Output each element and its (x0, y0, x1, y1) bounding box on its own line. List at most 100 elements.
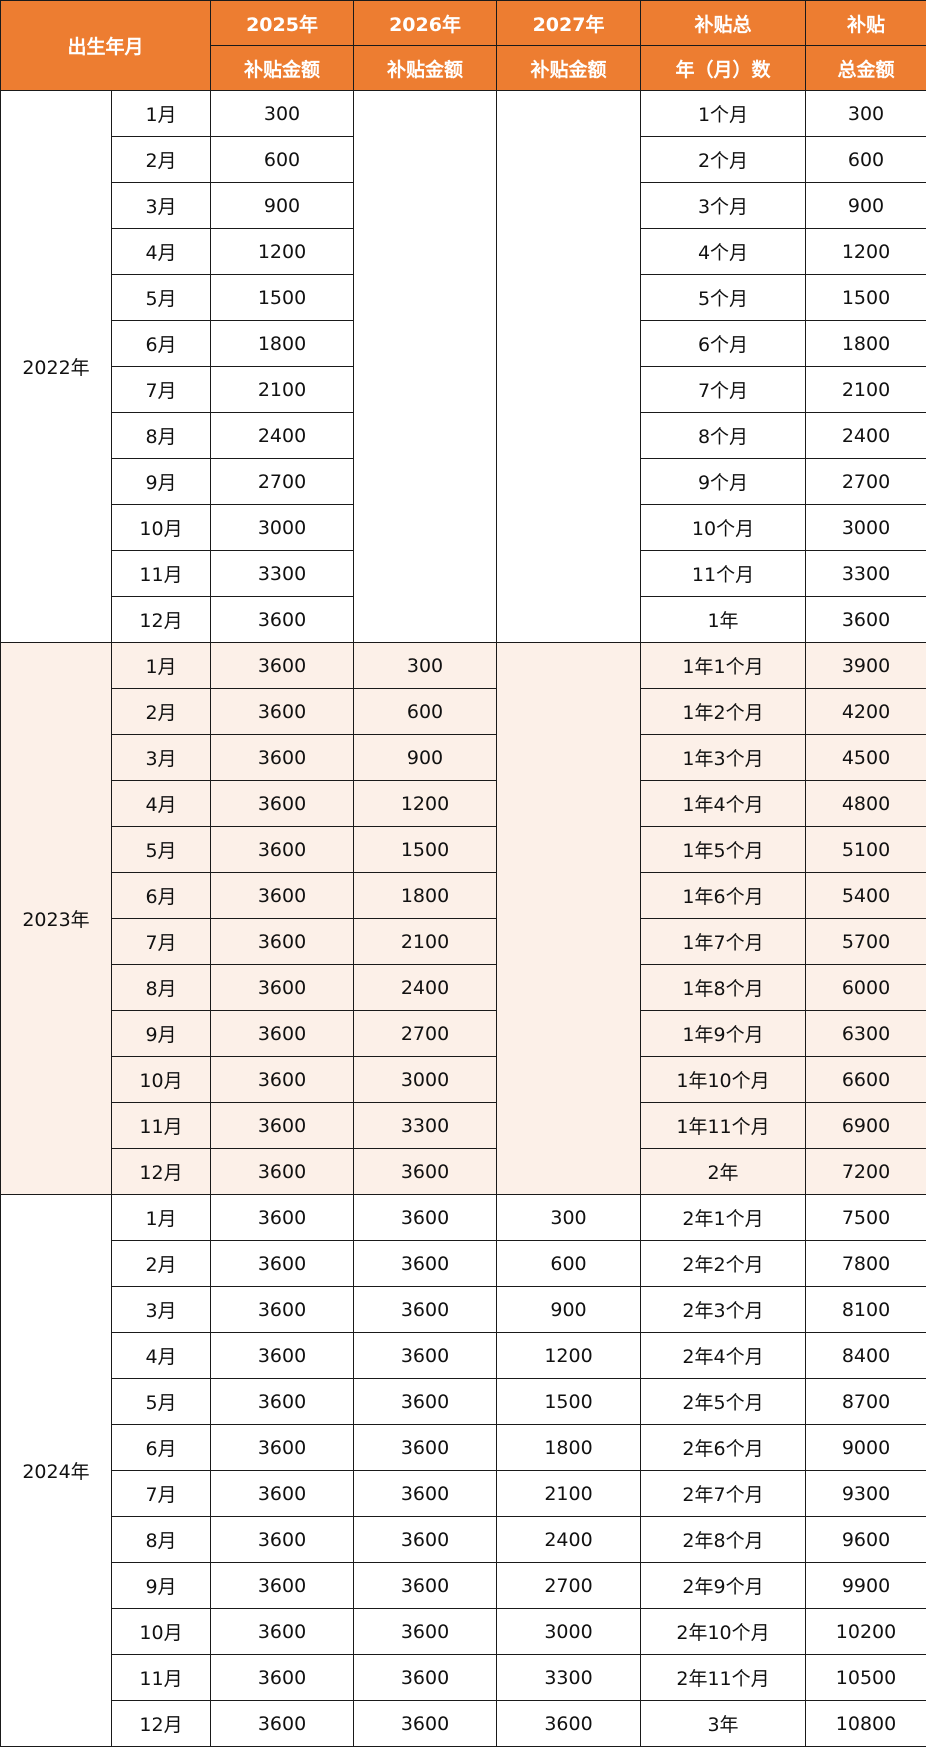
month-cell: 9月 (112, 1011, 211, 1057)
duration-cell: 1年11个月 (641, 1103, 806, 1149)
total-cell: 4800 (806, 781, 926, 827)
duration-cell: 7个月 (641, 367, 806, 413)
subsidy-2025-cell: 3600 (211, 1563, 354, 1609)
subsidy-2027-cell: 2400 (497, 1517, 641, 1563)
month-cell: 12月 (112, 1149, 211, 1195)
subsidy-2026-cell: 3600 (354, 1195, 497, 1241)
subsidy-2026-cell: 900 (354, 735, 497, 781)
subsidy-2025-cell: 3600 (211, 873, 354, 919)
subsidy-2025-cell: 3600 (211, 643, 354, 689)
month-cell: 10月 (112, 1057, 211, 1103)
total-cell: 6300 (806, 1011, 926, 1057)
subsidy-2027-cell: 1500 (497, 1379, 641, 1425)
duration-cell: 2年10个月 (641, 1609, 806, 1655)
subsidy-2026-cell: 3600 (354, 1655, 497, 1701)
subsidy-2026-cell: 3600 (354, 1517, 497, 1563)
total-cell: 8400 (806, 1333, 926, 1379)
month-cell: 2月 (112, 689, 211, 735)
duration-cell: 9个月 (641, 459, 806, 505)
subsidy-2027-cell: 300 (497, 1195, 641, 1241)
total-cell: 1800 (806, 321, 926, 367)
header-2025: 2025年 (211, 1, 354, 46)
total-cell: 1200 (806, 229, 926, 275)
total-cell: 7800 (806, 1241, 926, 1287)
subsidy-2025-cell: 900 (211, 183, 354, 229)
month-cell: 9月 (112, 459, 211, 505)
subsidy-2025-cell: 3600 (211, 1057, 354, 1103)
month-cell: 12月 (112, 597, 211, 643)
month-cell: 8月 (112, 413, 211, 459)
total-cell: 3900 (806, 643, 926, 689)
header-duration-sub: 年（月）数 (641, 46, 806, 91)
header-row-top: 出生年月 2025年 2026年 2027年 补贴总 补贴 (1, 1, 926, 46)
month-cell: 12月 (112, 1701, 211, 1747)
subsidy-2025-cell: 3600 (211, 1517, 354, 1563)
subsidy-2025-cell: 3600 (211, 735, 354, 781)
duration-cell: 8个月 (641, 413, 806, 459)
duration-cell: 1年2个月 (641, 689, 806, 735)
subsidy-2026-cell: 3600 (354, 1333, 497, 1379)
subsidy-2025-cell: 300 (211, 91, 354, 137)
subsidy-2026-cell: 3600 (354, 1701, 497, 1747)
duration-cell: 1年5个月 (641, 827, 806, 873)
subsidy-2027-cell: 3300 (497, 1655, 641, 1701)
duration-cell: 2年 (641, 1149, 806, 1195)
month-cell: 1月 (112, 91, 211, 137)
subsidy-2026-cell: 3600 (354, 1425, 497, 1471)
total-cell: 10200 (806, 1609, 926, 1655)
subsidy-2025-cell: 3600 (211, 919, 354, 965)
duration-cell: 3个月 (641, 183, 806, 229)
subsidy-2026-cell: 2100 (354, 919, 497, 965)
subsidy-2025-cell: 3600 (211, 965, 354, 1011)
month-cell: 1月 (112, 643, 211, 689)
total-cell: 9000 (806, 1425, 926, 1471)
subsidy-2025-cell: 3600 (211, 1701, 354, 1747)
subsidy-2025-cell: 1200 (211, 229, 354, 275)
duration-cell: 1年4个月 (641, 781, 806, 827)
subsidy-2025-cell: 600 (211, 137, 354, 183)
total-cell: 9300 (806, 1471, 926, 1517)
subsidy-2026-cell: 300 (354, 643, 497, 689)
subsidy-2026-cell: 3600 (354, 1471, 497, 1517)
subsidy-2025-cell: 1800 (211, 321, 354, 367)
subsidy-2025-cell: 3600 (211, 1241, 354, 1287)
total-cell: 10800 (806, 1701, 926, 1747)
subsidy-2026-cell: 1800 (354, 873, 497, 919)
year-cell: 2023年 (1, 643, 112, 1195)
month-cell: 3月 (112, 1287, 211, 1333)
subsidy-2025-cell: 3000 (211, 505, 354, 551)
subsidy-2026-cell: 3600 (354, 1609, 497, 1655)
duration-cell: 2年9个月 (641, 1563, 806, 1609)
subsidy-2027-empty-cell (497, 643, 641, 1195)
duration-cell: 2年4个月 (641, 1333, 806, 1379)
total-cell: 5400 (806, 873, 926, 919)
total-cell: 2100 (806, 367, 926, 413)
duration-cell: 1年3个月 (641, 735, 806, 781)
month-cell: 11月 (112, 1655, 211, 1701)
month-cell: 6月 (112, 321, 211, 367)
subsidy-2027-cell: 2700 (497, 1563, 641, 1609)
subsidy-2026-cell: 1500 (354, 827, 497, 873)
duration-cell: 1年9个月 (641, 1011, 806, 1057)
subsidy-2026-cell: 3000 (354, 1057, 497, 1103)
subsidy-2025-cell: 3600 (211, 781, 354, 827)
subsidy-2026-cell: 3600 (354, 1379, 497, 1425)
duration-cell: 1年7个月 (641, 919, 806, 965)
duration-cell: 1个月 (641, 91, 806, 137)
month-cell: 2月 (112, 1241, 211, 1287)
month-cell: 3月 (112, 735, 211, 781)
duration-cell: 2年2个月 (641, 1241, 806, 1287)
month-cell: 5月 (112, 275, 211, 321)
month-cell: 11月 (112, 551, 211, 597)
